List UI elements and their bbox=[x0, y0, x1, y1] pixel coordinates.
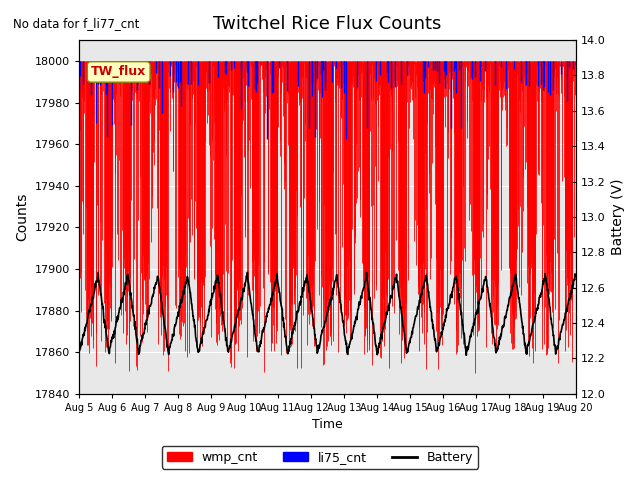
Legend: wmp_cnt, li75_cnt, Battery: wmp_cnt, li75_cnt, Battery bbox=[162, 446, 478, 469]
Y-axis label: Counts: Counts bbox=[15, 193, 29, 241]
Y-axis label: Battery (V): Battery (V) bbox=[611, 179, 625, 255]
Text: No data for f_li77_cnt: No data for f_li77_cnt bbox=[13, 17, 139, 30]
Text: TW_flux: TW_flux bbox=[91, 65, 147, 78]
Bar bbox=[79, 40, 576, 394]
Title: Twitchel Rice Flux Counts: Twitchel Rice Flux Counts bbox=[213, 15, 442, 33]
X-axis label: Time: Time bbox=[312, 419, 342, 432]
